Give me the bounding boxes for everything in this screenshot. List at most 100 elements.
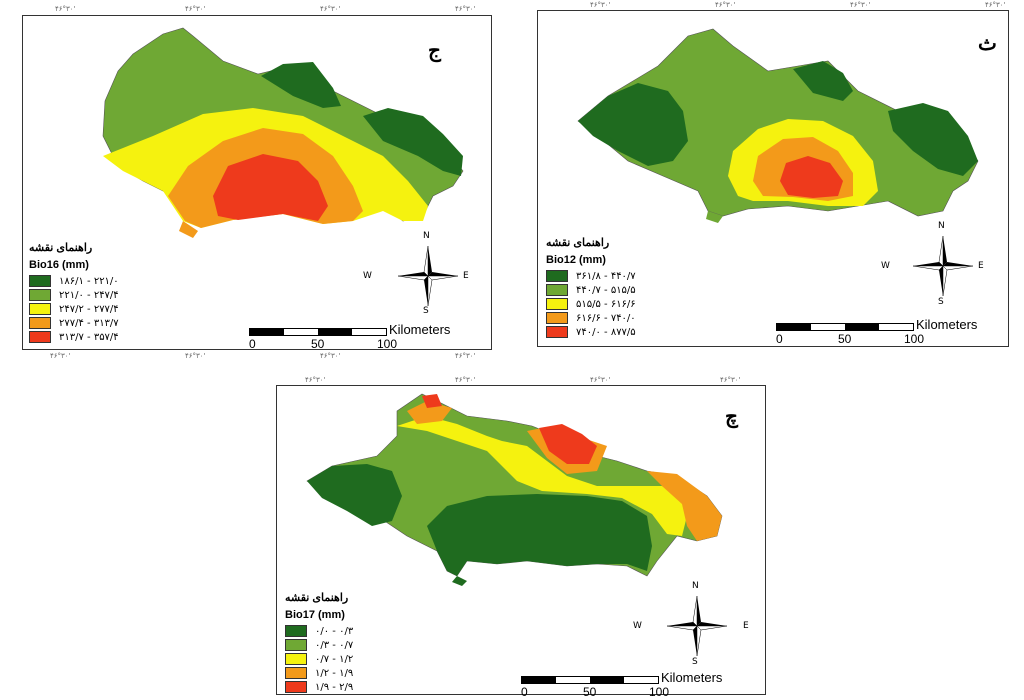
legend-item: ۱/۹ - ۲/۹ [285,680,353,694]
legend-swatch [285,639,307,651]
legend-label: ۲۷۷/۴ - ۳۱۳/۷ [59,317,119,329]
zone-class1-c [888,103,978,176]
legend-variable: Bio17 (mm) [285,609,345,621]
legend-variable: Bio16 (mm) [29,259,89,271]
map-legend: راهنمای نقشه Bio16 (mm) ۱۸۶/۱ - ۲۲۱/۰ ۲۲… [29,241,119,344]
legend-item: ۲۴۷/۲ - ۲۷۷/۴ [29,302,119,316]
compass-n: N [692,581,699,591]
legend-item: ۲۷۷/۴ - ۳۱۳/۷ [29,316,119,330]
scale-tick: 50 [311,337,325,351]
legend-swatch [285,667,307,679]
legend-item: ۱۸۶/۱ - ۲۲۱/۰ [29,274,119,288]
zone-class1-b [427,494,652,576]
zone-class1 [261,62,341,108]
compass-n: N [423,231,430,241]
zone-class5 [422,394,442,408]
compass-s: S [938,297,944,307]
scale-tick: 100 [649,685,670,699]
legend-swatch [29,275,51,287]
scale-tick: 100 [377,337,398,351]
legend-item: ۱/۲ - ۱/۹ [285,666,353,680]
legend-label: ۳۶۱/۸ - ۴۴۰/۷ [576,270,636,282]
legend-swatch [285,625,307,637]
map-bio16 [102,27,464,238]
graticule-label: ۴۶°۳۰' [590,1,611,9]
graticule-label: ۴۶°۳۰' [55,5,76,13]
compass-s: S [692,657,698,667]
legend-title: راهنمای نقشه [29,242,93,254]
scale-tick: 0 [249,337,256,351]
scale-bar: Kilometers 0 50 100 [521,670,722,699]
legend-swatch [546,298,568,310]
legend-label: ۷۴۰/۰ - ۸۷۷/۵ [576,326,636,338]
legend-title: راهنمای نقشه [546,237,610,249]
legend-item: ۵۱۵/۵ - ۶۱۶/۶ [546,297,636,311]
legend-swatch [546,326,568,338]
zone-class4-c [647,471,722,541]
scale-tick: 0 [776,332,783,346]
legend-label: ۲۴۷/۲ - ۲۷۷/۴ [59,303,119,315]
graticule-label: ۴۶°۳۰' [455,376,476,384]
legend-item: ۰/۳ - ۰/۷ [285,638,353,652]
legend-label: ۰/۷ - ۱/۲ [315,653,354,665]
graticule-label: ۴۶°۳۰' [590,376,611,384]
map-bio12 [577,28,979,223]
compass-s: S [423,306,429,316]
compass-w: W [633,621,642,631]
map-legend: راهنمای نقشه Bio17 (mm) ۰/۰ - ۰/۳ ۰/۳ - … [285,591,353,694]
compass-rose-icon [397,245,459,307]
zone-class1-b [363,108,463,176]
map-panel-bio12: ث راهنمای نقشه Bio12 (mm) ۳۶۱/۸ - ۴۴۰/۷ … [537,10,1009,347]
scale-bar: Kilometers 0 50 100 [776,317,977,346]
legend-item: ۲۲۱/۰ - ۲۴۷/۴ [29,288,119,302]
scale-unit: Kilometers [916,317,978,332]
legend-label: ۱/۹ - ۲/۹ [315,681,354,693]
zone-class3 [397,416,687,536]
legend-swatch [29,317,51,329]
graticule-label: ۴۶°۳۰' [305,376,326,384]
legend-item: ۰/۰ - ۰/۳ [285,624,353,638]
graticule-label: ۴۶°۳۰' [320,5,341,13]
legend-label: ۱/۲ - ۱/۹ [315,667,354,679]
legend-swatch [285,653,307,665]
graticule-label: ۴۶°۳۰' [185,352,206,360]
zone-class5 [213,154,328,221]
panel-letter: ث [978,31,997,55]
map-legend: راهنمای نقشه Bio12 (mm) ۳۶۱/۸ - ۴۴۰/۷ ۴۴… [546,236,636,339]
legend-label: ۴۴۰/۷ - ۵۱۵/۵ [576,284,636,296]
graticule-label: ۴۶°۳۰' [850,1,871,9]
zone-class1-b [793,61,853,101]
compass-rose-icon [666,595,728,657]
scale-unit: Kilometers [661,670,723,685]
zone-class1 [307,464,402,526]
graticule-label: ۴۶°۳۰' [455,352,476,360]
zone-class5 [780,156,843,198]
legend-label: ۶۱۶/۶ - ۷۴۰/۰ [576,312,636,324]
zone-class5-b [539,424,597,464]
legend-swatch [546,284,568,296]
legend-label: ۰/۰ - ۰/۳ [315,625,354,637]
panel-letter: چ [725,404,738,428]
map-panel-bio17: چ راهنمای نقشه Bio17 (mm) ۰/۰ - ۰/۳ ۰/۳ … [276,385,766,699]
legend-item: ۳۶۱/۸ - ۴۴۰/۷ [546,269,636,283]
legend-swatch [546,312,568,324]
legend-swatch [29,289,51,301]
legend-label: ۵۱۵/۵ - ۶۱۶/۶ [576,298,636,310]
compass-n: N [938,221,945,231]
compass-e: E [743,621,749,631]
scale-unit: Kilometers [389,322,451,337]
legend-swatch [29,303,51,315]
legend-item: ۶۱۶/۶ - ۷۴۰/۰ [546,311,636,325]
legend-item: ۳۱۳/۷ - ۳۵۷/۴ [29,330,119,344]
graticule-label: ۴۶°۳۰' [455,5,476,13]
graticule-label: ۴۶°۳۰' [50,352,71,360]
zone-class1 [578,83,688,166]
scale-tick: 50 [583,685,597,699]
legend-item: ۴۴۰/۷ - ۵۱۵/۵ [546,283,636,297]
graticule-label: ۴۶°۳۰' [185,5,206,13]
legend-title: راهنمای نقشه [285,592,349,604]
compass-e: E [463,271,469,281]
legend-item: ۷۴۰/۰ - ۸۷۷/۵ [546,325,636,339]
panel-letter: ج [428,38,441,62]
legend-swatch [285,681,307,693]
